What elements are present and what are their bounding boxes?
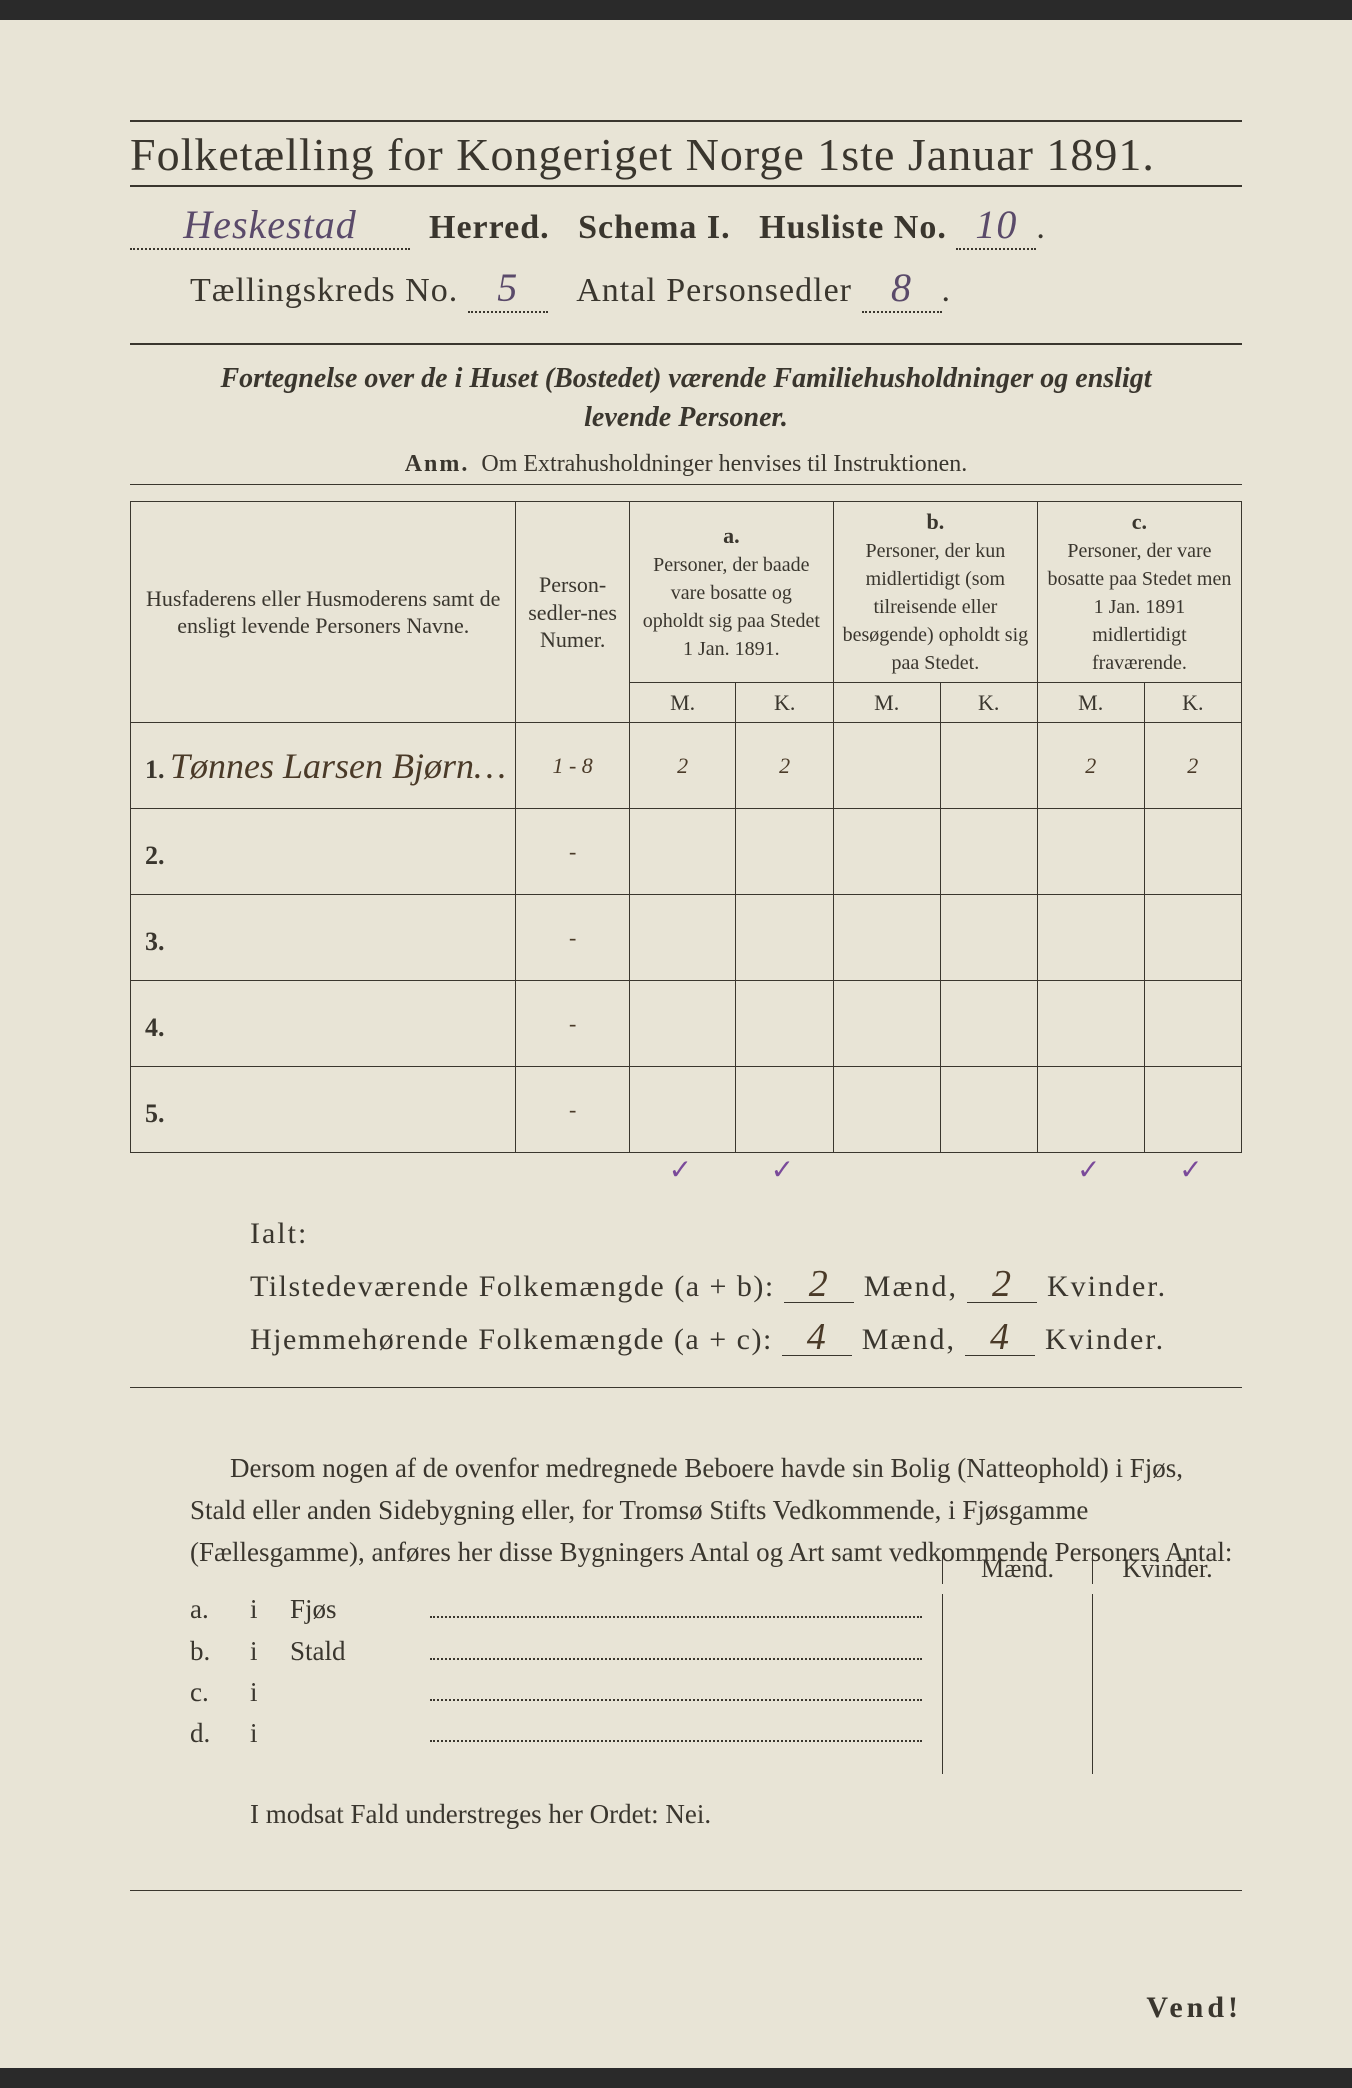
abcd-block: Mænd. Kvinder. a.iFjøsb.iStaldc.id.i xyxy=(190,1594,1242,1749)
table-row: 5. - xyxy=(131,1067,1242,1153)
col1-head: Husfaderens eller Husmoderens samt de en… xyxy=(131,502,516,723)
total-line1: Tilstedeværende Folkemængde (a + b): 2 M… xyxy=(250,1267,1242,1304)
tick: ✓ xyxy=(1038,1153,1140,1187)
col-a-text: Personer, der baade vare bosatte og opho… xyxy=(643,554,820,660)
anm-label: Anm. xyxy=(405,451,470,477)
line-kreds: Tællingskreds No. 5 Antal Personsedler 8… xyxy=(130,264,1242,313)
divider-thin xyxy=(130,484,1242,485)
mk-aM: M. xyxy=(629,682,736,723)
line-herred: Heskestad Herred. Schema I. Husliste No.… xyxy=(130,201,1242,250)
census-form-page: Folketælling for Kongeriget Norge 1ste J… xyxy=(0,20,1352,2068)
husliste-label: Husliste No. xyxy=(759,209,947,246)
col2-head: Person-sedler-nes Numer. xyxy=(516,502,629,723)
husliste-value: 10 xyxy=(956,201,1036,250)
vend-label: Vend! xyxy=(130,1991,1242,2025)
main-table: Husfaderens eller Husmoderens samt de en… xyxy=(130,501,1242,1153)
totals-block: Ialt: Tilstedeværende Folkemængde (a + b… xyxy=(250,1217,1242,1357)
mk-cK: K. xyxy=(1144,682,1241,723)
mk-kvinder: Kvinder. xyxy=(1092,1550,1242,1584)
mk-bK: K. xyxy=(940,682,1037,723)
modsat-line: I modsat Fald understreges her Ordet: Ne… xyxy=(250,1799,1242,1830)
anm-line: Anm. Om Extrahusholdninger henvises til … xyxy=(130,451,1242,478)
divider xyxy=(130,343,1242,345)
tilstede-m: 2 xyxy=(784,1267,854,1302)
subtitle-line1: Fortegnelse over de i Huset (Bostedet) v… xyxy=(221,363,1152,394)
herred-label: Herred. xyxy=(429,209,550,246)
kvinder-label: Kvinder. xyxy=(1047,1270,1167,1303)
col-b-head: b. Personer, der kun midlertidigt (som t… xyxy=(833,502,1037,683)
col-c-head: c. Personer, der vare bosatte paa Stedet… xyxy=(1037,502,1241,683)
subtitle: Fortegnelse over de i Huset (Bostedet) v… xyxy=(130,359,1242,437)
mk-bM: M. xyxy=(833,682,940,723)
personsedler-value: 8 xyxy=(862,264,942,313)
table-row: 2. - xyxy=(131,809,1242,895)
mk-maend: Mænd. xyxy=(942,1550,1092,1584)
mk-header: Mænd. Kvinder. xyxy=(942,1550,1242,1584)
tick: ✓ xyxy=(1140,1153,1242,1187)
kreds-label: Tællingskreds No. xyxy=(190,272,458,309)
maend-label: Mænd, xyxy=(864,1270,958,1303)
kreds-value: 5 xyxy=(468,264,548,313)
col-b-label: b. xyxy=(926,509,944,534)
mk-side-rule xyxy=(942,1594,1242,1749)
herred-value: Heskestad xyxy=(130,201,410,250)
mk-aK: K. xyxy=(736,682,833,723)
table-header-row1: Husfaderens eller Husmoderens samt de en… xyxy=(131,502,1242,683)
header-block: Folketælling for Kongeriget Norge 1ste J… xyxy=(130,120,1242,313)
tilstede-k: 2 xyxy=(967,1267,1037,1302)
table-row: 3. - xyxy=(131,895,1242,981)
anm-text: Om Extrahusholdninger henvises til Instr… xyxy=(481,451,967,477)
ialt-label: Ialt: xyxy=(250,1217,1242,1251)
tick: ✓ xyxy=(629,1153,731,1187)
subtitle-line2: levende Personer. xyxy=(584,402,788,433)
hjemme-m: 4 xyxy=(782,1320,852,1355)
maend-label: Mænd, xyxy=(862,1323,956,1356)
table-row: 4. - xyxy=(131,981,1242,1067)
col-a-head: a. Personer, der baade vare bosatte og o… xyxy=(629,502,833,683)
schema-label: Schema I. xyxy=(578,209,731,246)
tick: ✓ xyxy=(731,1153,833,1187)
col-c-text: Personer, der vare bosatte paa Stedet me… xyxy=(1048,540,1232,674)
mk-cM: M. xyxy=(1037,682,1144,723)
tick-row: ✓ ✓ ✓ ✓ xyxy=(130,1153,1242,1187)
main-title: Folketælling for Kongeriget Norge 1ste J… xyxy=(130,120,1242,187)
divider-thin xyxy=(130,1387,1242,1388)
table-row: 1. Tønnes Larsen Bjørn…1 - 82222 xyxy=(131,723,1242,809)
total-line2: Hjemmehørende Folkemængde (a + c): 4 Mæn… xyxy=(250,1320,1242,1357)
hjemme-k: 4 xyxy=(965,1320,1035,1355)
hjemme-label: Hjemmehørende Folkemængde (a + c): xyxy=(250,1323,773,1356)
col-c-label: c. xyxy=(1132,509,1147,534)
kvinder-label: Kvinder. xyxy=(1045,1323,1165,1356)
tilstede-label: Tilstedeværende Folkemængde (a + b): xyxy=(250,1270,775,1303)
col-b-text: Personer, der kun midlertidigt (som tilr… xyxy=(843,540,1029,674)
col-a-label: a. xyxy=(723,523,740,548)
personsedler-label: Antal Personsedler xyxy=(576,272,852,309)
divider-thin xyxy=(130,1890,1242,1891)
